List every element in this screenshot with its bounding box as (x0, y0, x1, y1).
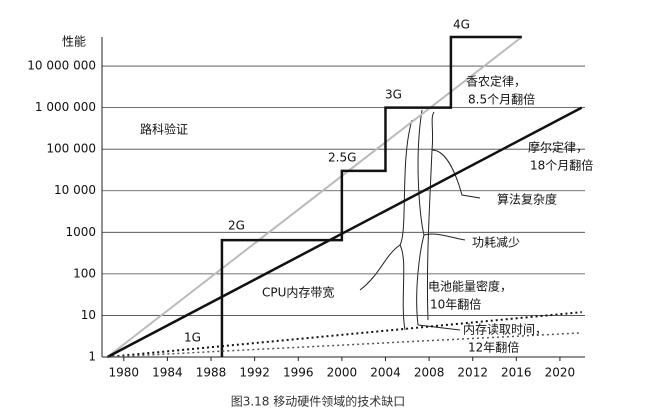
x-tick-label: 2004 (370, 366, 401, 380)
curve (426, 111, 435, 321)
x-tick-label: 1996 (283, 366, 314, 380)
x-tick-label: 2008 (414, 366, 445, 380)
caption: 图3.18 移动硬件领域的技术缺口 (231, 394, 406, 409)
annotation: 4G (453, 18, 470, 32)
annotation: 2G (228, 219, 245, 233)
x-tick-label: 1992 (239, 366, 270, 380)
x-tick-label: 2012 (457, 366, 488, 380)
x-tick-label: 2016 (501, 366, 532, 380)
x-tick-label: 1984 (152, 366, 183, 380)
x-tick-label: 1988 (196, 366, 227, 380)
curve (399, 119, 413, 331)
annotation: 内存读取时间， (463, 323, 547, 337)
annotation: 摩尔定律， (528, 140, 588, 155)
y-tick-label: 1 (88, 350, 96, 364)
y-tick-label: 100 000 (46, 142, 96, 156)
annotation: 算法复杂度 (497, 192, 557, 207)
annotation: CPU内存带宽 (262, 285, 334, 300)
y-tick-label: 1 000 000 (35, 100, 96, 114)
y-tick-label: 1000 (65, 225, 96, 239)
x-tick-label: 2020 (545, 366, 576, 380)
series-line (107, 332, 582, 358)
annotation: 路科验证 (140, 122, 188, 137)
brace-curves (359, 109, 481, 331)
curve (431, 149, 481, 199)
annotation: 12年翻倍 (468, 340, 519, 355)
y-tick-label: 10 (81, 308, 96, 322)
annotation: 3G (385, 88, 402, 102)
curve (423, 233, 466, 241)
series-line (106, 36, 523, 358)
annotation: 香农定律， (466, 74, 526, 89)
annotation: 1G (184, 331, 201, 345)
curve (359, 244, 401, 291)
series-line (106, 106, 583, 359)
x-tick-label: 2000 (327, 366, 358, 380)
series-line (220, 35, 522, 357)
curve (417, 324, 461, 331)
x-tick-label: 1980 (109, 366, 140, 380)
annotation: 10年翻倍 (430, 297, 481, 312)
y-tick-label: 10 000 (54, 183, 96, 197)
y-axis-label: 性能 (62, 35, 86, 49)
annotation: 电池能量密度， (428, 279, 512, 294)
annotation: 18个月翻倍 (530, 158, 593, 173)
annotation: 8.5个月翻倍 (468, 92, 535, 107)
annotation: 2.5G (328, 151, 356, 165)
y-tick-label: 10 000 000 (27, 59, 96, 73)
curve (416, 109, 425, 326)
series-line (107, 311, 582, 358)
annotation: 功耗减少 (472, 236, 520, 250)
y-tick-label: 100 (73, 266, 96, 280)
